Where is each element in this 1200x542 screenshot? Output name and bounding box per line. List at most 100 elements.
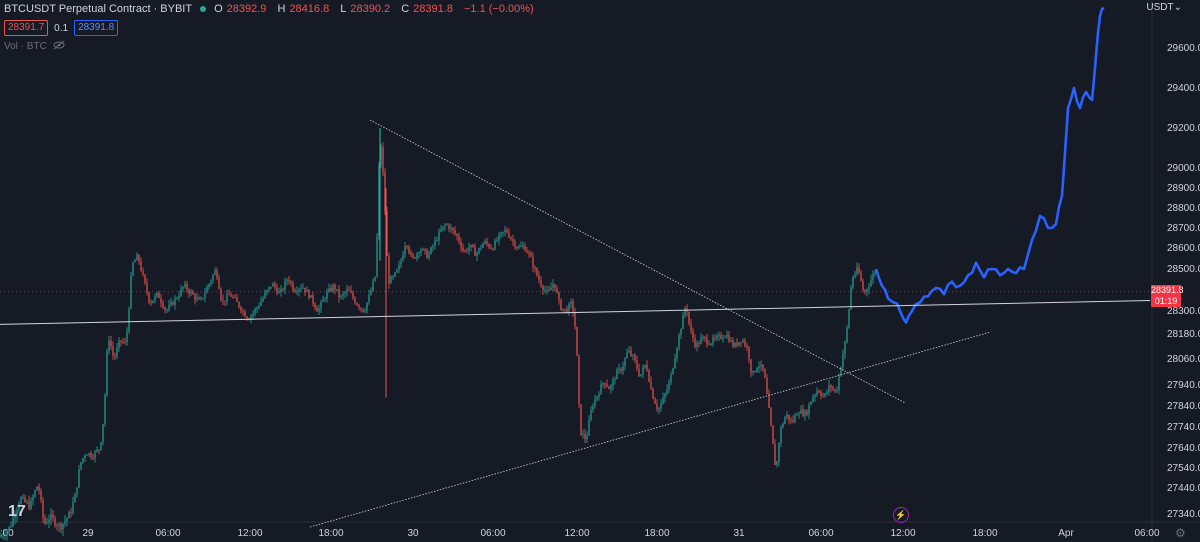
- candle-body: [32, 496, 34, 501]
- candle-body: [506, 229, 508, 233]
- candle-body: [456, 233, 458, 237]
- eye-off-icon[interactable]: [53, 40, 65, 53]
- candle-body: [560, 299, 562, 311]
- candle-body: [772, 425, 774, 445]
- candle-body: [390, 276, 392, 284]
- candle-body: [764, 369, 766, 378]
- candle-body: [546, 290, 548, 292]
- candle-body: [676, 348, 678, 359]
- candle-body: [260, 301, 262, 306]
- candle-body: [828, 385, 830, 392]
- candle-body: [232, 296, 234, 298]
- candle-body: [738, 341, 740, 346]
- volume-indicator[interactable]: Vol · BTC: [4, 40, 65, 53]
- candle-body: [670, 373, 672, 383]
- close-value: 28391.8: [413, 3, 453, 15]
- candle-body: [140, 261, 142, 271]
- candle-body: [500, 232, 502, 235]
- candle-body: [718, 334, 720, 337]
- candle-body: [776, 461, 778, 465]
- candle-body: [640, 374, 642, 376]
- candle-body: [412, 254, 414, 258]
- candle-body: [352, 292, 354, 299]
- candle-body: [618, 368, 620, 370]
- x-tick-label: 12:00: [237, 528, 262, 539]
- candle-body: [276, 287, 278, 294]
- candle-body: [70, 512, 72, 514]
- trendline: [0, 300, 1151, 325]
- candle-body: [264, 292, 266, 298]
- candle-body: [340, 295, 342, 298]
- candle-body: [466, 250, 468, 252]
- y-tick-label: 27640.0: [1167, 443, 1200, 454]
- candle-body: [218, 277, 220, 289]
- candle-body: [240, 307, 242, 312]
- candle-body: [754, 371, 756, 373]
- candle-body: [688, 311, 690, 324]
- buy-button[interactable]: 28391.8: [74, 20, 119, 36]
- candle-body: [414, 257, 416, 259]
- candle-body: [702, 336, 704, 338]
- candle-body: [778, 443, 780, 462]
- candle-body: [328, 288, 330, 292]
- candle-body: [460, 241, 462, 248]
- candle-body: [792, 420, 794, 422]
- candle-body: [128, 308, 130, 332]
- tradingview-logo[interactable]: 17: [8, 503, 26, 520]
- candle-body: [514, 241, 516, 247]
- candle-body: [176, 298, 178, 300]
- candle-body: [322, 299, 324, 302]
- candle-body: [826, 391, 828, 394]
- candle-body: [52, 513, 54, 518]
- candle-body: [850, 287, 852, 310]
- candle-body: [872, 274, 874, 280]
- candle-body: [196, 297, 198, 300]
- candle-body: [634, 355, 636, 361]
- candle-body: [208, 283, 210, 288]
- gear-icon[interactable]: ⚙: [1175, 526, 1186, 540]
- candle-body: [2, 536, 4, 538]
- candle-body: [202, 297, 204, 299]
- candle-body: [854, 273, 856, 277]
- candle-body: [274, 283, 276, 288]
- candle-body: [4, 535, 6, 537]
- sell-button[interactable]: 28391.7: [4, 20, 49, 36]
- candle-body: [262, 297, 264, 302]
- candle-body: [700, 337, 702, 344]
- candle-body: [642, 367, 644, 375]
- candle-body: [292, 283, 294, 291]
- candle-body: [36, 486, 38, 491]
- y-tick-label: 29600.0: [1167, 43, 1200, 54]
- candle-body: [42, 500, 44, 518]
- candle-body: [732, 340, 734, 347]
- currency-selector[interactable]: USDT⌄: [1146, 2, 1182, 13]
- candle-body: [312, 294, 314, 304]
- candle-body: [860, 272, 862, 281]
- candle-body: [402, 254, 404, 261]
- y-tick-label: 27940.0: [1167, 380, 1200, 391]
- candle-body: [180, 288, 182, 296]
- candle-body: [432, 245, 434, 248]
- candle-body: [30, 500, 32, 509]
- candle-body: [336, 289, 338, 291]
- lightning-icon[interactable]: ⚡: [893, 507, 909, 523]
- candle-body: [728, 334, 730, 342]
- candle-body: [476, 252, 478, 256]
- candle-body: [420, 249, 422, 253]
- spread-value: 0.1: [54, 22, 69, 34]
- candle-body: [580, 404, 582, 436]
- candle-body: [366, 302, 368, 311]
- market-status-icon: [200, 6, 207, 12]
- candle-body: [236, 297, 238, 302]
- candle-body: [238, 301, 240, 308]
- trendline: [369, 119, 906, 404]
- symbol-title[interactable]: BTCUSDT Perpetual Contract · BYBIT: [4, 3, 193, 15]
- candle-body: [522, 245, 524, 247]
- order-prices: 28391.7 0.1 28391.8: [4, 20, 119, 36]
- candle-body: [708, 343, 710, 345]
- candle-body: [534, 267, 536, 269]
- y-tick-label: 28900.0: [1167, 183, 1200, 194]
- x-tick-label: 12:00: [564, 528, 589, 539]
